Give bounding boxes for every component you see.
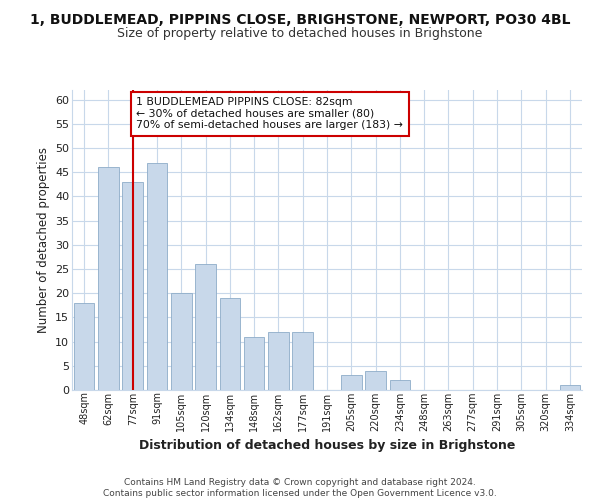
X-axis label: Distribution of detached houses by size in Brighstone: Distribution of detached houses by size … xyxy=(139,439,515,452)
Bar xyxy=(195,264,216,390)
Bar xyxy=(341,376,362,390)
Bar xyxy=(268,332,289,390)
Bar xyxy=(74,303,94,390)
Bar xyxy=(389,380,410,390)
Text: 1 BUDDLEMEAD PIPPINS CLOSE: 82sqm
← 30% of detached houses are smaller (80)
70% : 1 BUDDLEMEAD PIPPINS CLOSE: 82sqm ← 30% … xyxy=(136,98,403,130)
Bar xyxy=(146,162,167,390)
Text: 1, BUDDLEMEAD, PIPPINS CLOSE, BRIGHSTONE, NEWPORT, PO30 4BL: 1, BUDDLEMEAD, PIPPINS CLOSE, BRIGHSTONE… xyxy=(30,12,570,26)
Bar xyxy=(171,293,191,390)
Bar xyxy=(220,298,240,390)
Text: Size of property relative to detached houses in Brighstone: Size of property relative to detached ho… xyxy=(118,28,482,40)
Bar xyxy=(122,182,143,390)
Bar xyxy=(98,168,119,390)
Bar xyxy=(244,337,265,390)
Bar xyxy=(560,385,580,390)
Y-axis label: Number of detached properties: Number of detached properties xyxy=(37,147,50,333)
Bar xyxy=(365,370,386,390)
Text: Contains HM Land Registry data © Crown copyright and database right 2024.
Contai: Contains HM Land Registry data © Crown c… xyxy=(103,478,497,498)
Bar xyxy=(292,332,313,390)
